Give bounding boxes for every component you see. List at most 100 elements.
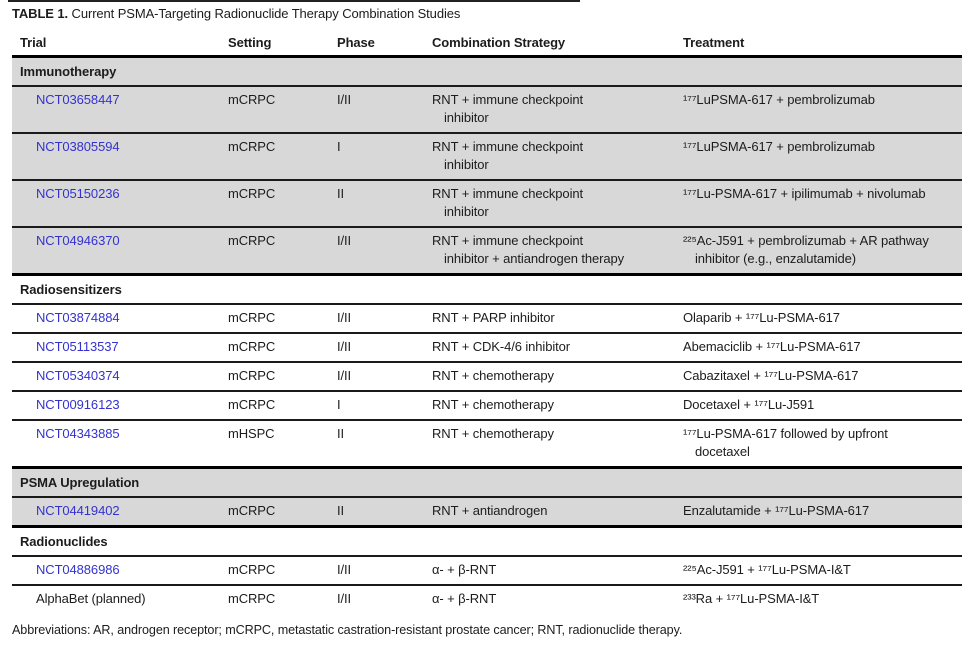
phase-cell: II <box>337 503 345 518</box>
trial-link[interactable]: NCT00916123 <box>36 397 120 412</box>
treatment-cell: Docetaxel + ¹⁷⁷Lu-J591 <box>683 397 815 412</box>
trial-link[interactable]: NCT03805594 <box>36 139 120 154</box>
trial-link[interactable]: NCT04946370 <box>36 233 120 248</box>
table-row: NCT03658447 mCRPC I/II RNT + immune chec… <box>12 87 962 132</box>
trial-link[interactable]: NCT05113537 <box>36 339 119 354</box>
trial-cell: NCT03874884 <box>12 309 228 327</box>
treatment-cell: ¹⁷⁷LuPSMA-617 + pembrolizumab <box>683 139 875 154</box>
phase-cell: I <box>337 139 341 154</box>
col-header-treatment: Treatment <box>683 35 745 50</box>
col-header-trial: Trial <box>20 35 47 50</box>
strategy-cell: RNT + CDK-4/6 inhibitor <box>432 339 570 354</box>
setting-cell: mCRPC <box>228 310 276 325</box>
trial-link[interactable]: NCT04343885 <box>36 426 120 441</box>
trial-link[interactable]: NCT03658447 <box>36 92 120 107</box>
col-header-phase: Phase <box>337 35 375 50</box>
setting-cell: mCRPC <box>228 233 276 248</box>
trial-cell: NCT04419402 <box>12 502 228 520</box>
strategy-cell: RNT + immune checkpoint inhibitor <box>432 92 583 125</box>
strategy-cell: RNT + immune checkpoint inhibitor <box>432 139 583 172</box>
phase-cell: I/II <box>337 368 352 383</box>
treatment-cell: Enzalutamide + ¹⁷⁷Lu-PSMA-617 <box>683 503 870 518</box>
trial-link[interactable]: NCT05150236 <box>36 186 120 201</box>
strategy-cell: RNT + immune checkpoint inhibitor <box>432 186 583 219</box>
table-row: NCT04343885 mHSPC II RNT + chemotherapy … <box>12 419 962 466</box>
trial-cell: NCT00916123 <box>12 396 228 414</box>
phase-cell: I/II <box>337 233 352 248</box>
table-caption: TABLE 1. Current PSMA-Targeting Radionuc… <box>12 6 962 22</box>
strategy-cell: RNT + chemotherapy <box>432 397 554 412</box>
setting-cell: mCRPC <box>228 339 276 354</box>
trial-cell: NCT03805594 <box>12 138 228 174</box>
phase-cell: II <box>337 186 345 201</box>
col-header-strategy: Combination Strategy <box>432 35 566 50</box>
setting-cell: mCRPC <box>228 503 276 518</box>
trial-cell: NCT05113537 <box>12 338 228 356</box>
treatment-cell: ²²⁵Ac-J591 + ¹⁷⁷Lu-PSMA-I&T <box>683 562 851 577</box>
table-number: TABLE 1. <box>12 6 69 21</box>
trial-cell: AlphaBet (planned) <box>12 590 228 608</box>
trial-cell: NCT04886986 <box>12 561 228 579</box>
treatment-cell: Abemaciclib + ¹⁷⁷Lu-PSMA-617 <box>683 339 861 354</box>
table-row: NCT04886986 mCRPC I/II α- + β-RNT ²²⁵Ac-… <box>12 557 962 584</box>
abbreviations-footnote: Abbreviations: AR, androgen receptor; mC… <box>12 623 683 637</box>
setting-cell: mCRPC <box>228 92 276 107</box>
phase-cell: I/II <box>337 310 352 325</box>
setting-cell: mCRPC <box>228 397 276 412</box>
table-row: NCT04946370 mCRPC I/II RNT + immune chec… <box>12 226 962 273</box>
section-header-radionuclides: Radionuclides <box>12 525 962 557</box>
treatment-cell: ²³³Ra + ¹⁷⁷Lu-PSMA-I&T <box>683 591 820 606</box>
strategy-cell: RNT + immune checkpoint inhibitor + anti… <box>432 233 625 266</box>
table-row: NCT03805594 mCRPC I RNT + immune checkpo… <box>12 132 962 179</box>
strategy-cell: RNT + antiandrogen <box>432 503 548 518</box>
trial-link[interactable]: NCT03874884 <box>36 310 120 325</box>
trial-label: AlphaBet (planned) <box>36 591 146 606</box>
column-header-row: Trial Setting Phase Combination Strategy… <box>12 30 962 58</box>
table-row: NCT05113537 mCRPC I/II RNT + CDK-4/6 inh… <box>12 332 962 361</box>
trial-cell: NCT04946370 <box>12 232 228 268</box>
trial-cell: NCT05340374 <box>12 367 228 385</box>
treatment-cell: Cabazitaxel + ¹⁷⁷Lu-PSMA-617 <box>683 368 859 383</box>
section-header-radiosensitizers: Radiosensitizers <box>12 273 962 305</box>
phase-cell: I/II <box>337 92 352 107</box>
setting-cell: mCRPC <box>228 139 276 154</box>
section-header-immunotherapy: Immunotherapy <box>12 58 962 87</box>
crop-artifact-rule <box>8 0 580 2</box>
col-header-setting: Setting <box>228 35 272 50</box>
trial-link[interactable]: NCT04419402 <box>36 503 120 518</box>
table-row: NCT05150236 mCRPC II RNT + immune checkp… <box>12 179 962 226</box>
treatment-cell: ²²⁵Ac-J591 + pembrolizumab + AR pathway … <box>683 233 929 266</box>
phase-cell: I/II <box>337 591 352 606</box>
table-row: NCT03874884 mCRPC I/II RNT + PARP inhibi… <box>12 305 962 332</box>
strategy-cell: RNT + chemotherapy <box>432 368 554 383</box>
table-figure: TABLE 1. Current PSMA-Targeting Radionuc… <box>12 6 962 637</box>
setting-cell: mCRPC <box>228 562 276 577</box>
table-row: NCT05340374 mCRPC I/II RNT + chemotherap… <box>12 361 962 390</box>
trial-link[interactable]: NCT04886986 <box>36 562 120 577</box>
strategy-cell: RNT + chemotherapy <box>432 426 554 441</box>
strategy-cell: RNT + PARP inhibitor <box>432 310 555 325</box>
treatment-cell: ¹⁷⁷Lu-PSMA-617 followed by upfront docet… <box>683 426 888 459</box>
treatment-cell: Olaparib + ¹⁷⁷Lu-PSMA-617 <box>683 310 840 325</box>
table-row: NCT04419402 mCRPC II RNT + antiandrogen … <box>12 498 962 525</box>
phase-cell: I <box>337 397 341 412</box>
strategy-cell: α- + β-RNT <box>432 591 497 606</box>
table-row: AlphaBet (planned) mCRPC I/II α- + β-RNT… <box>12 584 962 613</box>
section-header-psma-upregulation: PSMA Upregulation <box>12 466 962 498</box>
strategy-cell: α- + β-RNT <box>432 562 497 577</box>
phase-cell: II <box>337 426 345 441</box>
trial-cell: NCT04343885 <box>12 425 228 461</box>
treatment-cell: ¹⁷⁷Lu-PSMA-617 + ipilimumab + nivolumab <box>683 186 926 201</box>
table-title-text: Current PSMA-Targeting Radionuclide Ther… <box>68 6 461 21</box>
phase-cell: I/II <box>337 339 352 354</box>
setting-cell: mCRPC <box>228 368 276 383</box>
setting-cell: mCRPC <box>228 591 276 606</box>
table-row: NCT00916123 mCRPC I RNT + chemotherapy D… <box>12 390 962 419</box>
treatment-cell: ¹⁷⁷LuPSMA-617 + pembrolizumab <box>683 92 875 107</box>
trial-cell: NCT03658447 <box>12 91 228 127</box>
setting-cell: mCRPC <box>228 186 276 201</box>
trial-link[interactable]: NCT05340374 <box>36 368 120 383</box>
phase-cell: I/II <box>337 562 352 577</box>
setting-cell: mHSPC <box>228 426 275 441</box>
trial-cell: NCT05150236 <box>12 185 228 221</box>
